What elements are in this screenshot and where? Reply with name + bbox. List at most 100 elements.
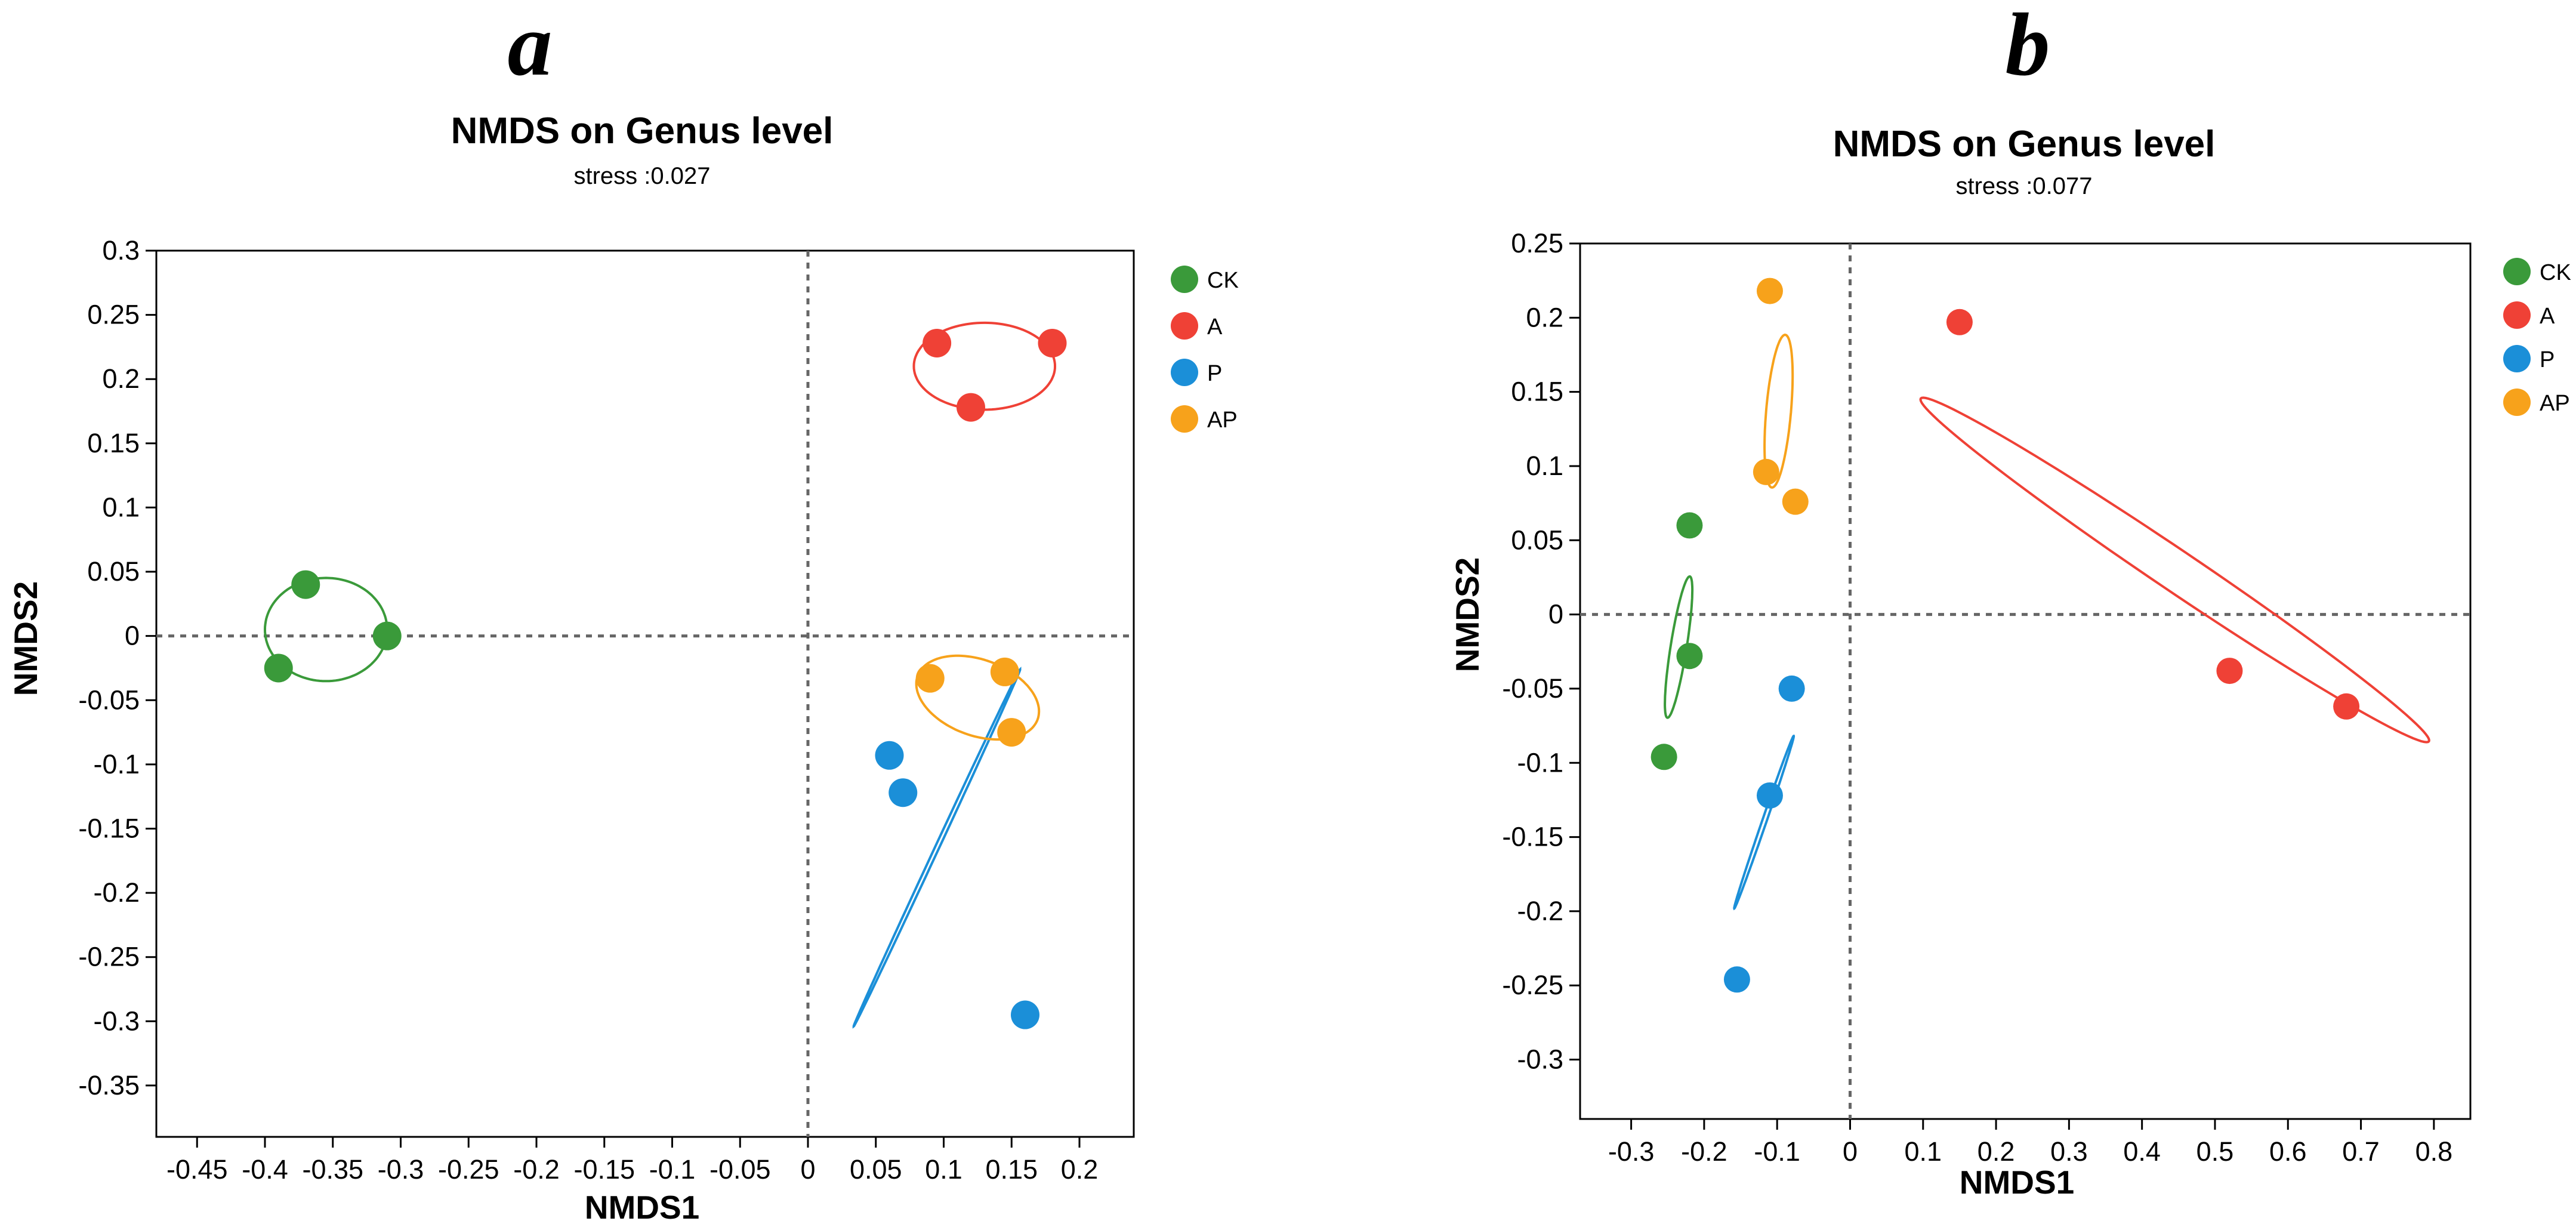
- panel-b-x-tick-label: 0.6: [2269, 1136, 2307, 1167]
- panel-a-y-tick-label: -0.25: [78, 942, 140, 972]
- panel-a-legend-marker-ap: [1171, 405, 1198, 433]
- panel-a-y-tick-label: -0.05: [78, 685, 140, 715]
- panel-b-y-tick-label: 0: [1548, 599, 1563, 630]
- panel-b-y-tick-label: 0.15: [1511, 377, 1563, 407]
- panel-b-x-tick-label: -0.1: [1754, 1136, 1800, 1167]
- panel-a-subtitle: stress :0.027: [573, 163, 710, 189]
- panel-a-x-tick-label: -0.15: [573, 1154, 635, 1185]
- panel-a-legend-marker-p: [1171, 359, 1198, 386]
- panel-a-ellipse-p: [852, 666, 1022, 1029]
- panel-b-point-ck: [1676, 643, 1703, 670]
- panel-b-letter: b: [2006, 0, 2050, 94]
- panel-b-xlabel: NMDS1: [1960, 1164, 2075, 1201]
- panel-b-point-ap: [1753, 458, 1779, 485]
- panel-b-y-tick-label: -0.3: [1517, 1044, 1563, 1075]
- panel-a-point-a: [957, 393, 985, 422]
- panel-a-point-p: [875, 741, 904, 770]
- panel-a-ylabel: NMDS2: [7, 581, 44, 696]
- panel-b-x-tick-label: -0.2: [1681, 1136, 1727, 1167]
- panel-a-plot: -0.45 -0.4 -0.35 -0.3 -0.25 -0.2 -0.15 -0.1 -0.0…: [78, 235, 1238, 1185]
- panel-b-ellipse-ck: [1664, 575, 1694, 719]
- panel-a-ellipse-a: [912, 321, 1057, 411]
- panel-a-y-tick-label: -0.1: [93, 749, 140, 779]
- panel-a-point-ck: [291, 570, 320, 599]
- panel-b-x-tick-label: 0.7: [2342, 1136, 2380, 1167]
- panel-a-y-tick-label: 0.25: [87, 300, 140, 330]
- panel-a-point-ap: [915, 664, 945, 693]
- panel-a-y-tick-label: -0.3: [93, 1006, 140, 1036]
- panel-a-x-tick-label: 0.05: [850, 1154, 902, 1185]
- panel-a-x-tick-label: -0.1: [649, 1154, 696, 1185]
- panel-a-legend-marker-a: [1171, 312, 1198, 340]
- panel-a-y-tick-label: 0.3: [102, 235, 140, 266]
- panel-a-ellipse-ck: [263, 576, 388, 683]
- panel-a-point-ap: [990, 657, 1019, 686]
- panel-a-x-tick-label: -0.45: [166, 1154, 228, 1185]
- panel-a-point-a: [923, 328, 952, 357]
- panel-a-letter: a: [508, 0, 553, 94]
- panel-b-x-tick-label: -0.3: [1608, 1136, 1655, 1167]
- panel-a-legend-label-a: A: [1207, 315, 1223, 340]
- panel-b-legend-marker-a: [2503, 301, 2531, 329]
- panel-b-y-tick-label: 0.25: [1511, 228, 1563, 258]
- panel-b-y-tick-label: 0.1: [1526, 451, 1563, 481]
- panel-a-title: NMDS on Genus level: [451, 110, 834, 152]
- panel-a-legend-marker-ck: [1171, 266, 1198, 293]
- panel-b-point-a: [2216, 658, 2243, 685]
- panel-a-y-tick-label: -0.2: [93, 877, 140, 908]
- panel-a-x-tick-label: 0.1: [925, 1154, 962, 1185]
- panel-b-y-tick-label: -0.25: [1502, 970, 1563, 1000]
- panel-a-x-tick-label: -0.3: [378, 1154, 424, 1185]
- panel-b-frame: [1579, 242, 2472, 1120]
- panel-a-legend-label-ap: AP: [1207, 408, 1238, 433]
- panel-b-point-a: [2333, 693, 2360, 720]
- panel-b-x-tick-label: 0: [1843, 1136, 1858, 1167]
- panel-a-point-a: [1038, 328, 1067, 357]
- panel-b-point-ap: [1782, 488, 1809, 515]
- panel-a-point-p: [889, 778, 918, 807]
- panel-a-x-tick-label: 0.15: [985, 1154, 1038, 1185]
- panel-b-y-tick-label: -0.1: [1517, 747, 1563, 778]
- panel-b-ylabel: NMDS2: [1449, 557, 1486, 673]
- panel-b-point-ck: [1651, 744, 1677, 770]
- panel-b-x-tick-label: 0.4: [2123, 1136, 2161, 1167]
- panel-a-y-tick-label: 0: [125, 621, 140, 651]
- panel-b-legend-marker-p: [2503, 345, 2531, 372]
- panel-a-point-ck: [264, 653, 293, 683]
- panel-b-legend-label-p: P: [2540, 347, 2555, 372]
- panel-a-point-p: [1011, 1000, 1039, 1029]
- panel-a-y-tick-label: 0.15: [87, 428, 140, 458]
- panel-a-point-ap: [997, 718, 1026, 747]
- panel-b-y-tick-label: -0.05: [1502, 673, 1563, 704]
- panel-a-x-tick-label: -0.25: [438, 1154, 499, 1185]
- panel-b-legend-label-ck: CK: [2540, 260, 2571, 285]
- panel-a-x-tick-label: -0.05: [709, 1154, 771, 1185]
- panel-b-plot: -0.3 -0.2 -0.1 0 0.1 0.2 0.3 0.4 0.5 0.6 0.7 0.8 0.2…: [1502, 228, 2571, 1167]
- panel-b-point-p: [1723, 966, 1750, 993]
- panel-b-point-p: [1756, 782, 1783, 809]
- panel-b-point-a: [1946, 309, 1973, 335]
- panel-a-legend-label-p: P: [1207, 361, 1222, 386]
- panel-b-y-tick-label: 0.2: [1526, 302, 1563, 332]
- panel-b-legend-label-ap: AP: [2540, 391, 2570, 416]
- panel-b-x-tick-label: 0.1: [1905, 1136, 1942, 1167]
- panel-a-y-tick-label: 0.05: [87, 556, 140, 587]
- panel-b-ellipse-p: [1733, 734, 1796, 911]
- panel-b-y-tick-label: 0.05: [1511, 525, 1563, 555]
- panel-a-xlabel: NMDS1: [585, 1189, 700, 1224]
- panel-a-legend-label-ck: CK: [1207, 268, 1239, 293]
- panel-b-point-ck: [1676, 512, 1703, 539]
- panel-a-x-tick-label: -0.35: [302, 1154, 363, 1185]
- panel-b-x-tick-label: 0.2: [1977, 1136, 2015, 1167]
- panel-a-frame: [155, 249, 1135, 1138]
- panel-b-x-tick-label: 0.5: [2196, 1136, 2234, 1167]
- panel-a-x-tick-label: -0.4: [242, 1154, 288, 1185]
- panel-a-point-ck: [372, 621, 402, 650]
- panel-b-legend-label-a: A: [2540, 304, 2555, 329]
- panel-b-subtitle: stress :0.077: [1955, 173, 2092, 199]
- panel-a-y-tick-label: -0.35: [78, 1070, 140, 1100]
- panel-b-ellipse-a: [1919, 396, 2430, 744]
- panel-a-y-tick-label: 0.1: [102, 492, 140, 522]
- panel-a-y-tick-label: -0.15: [78, 813, 140, 843]
